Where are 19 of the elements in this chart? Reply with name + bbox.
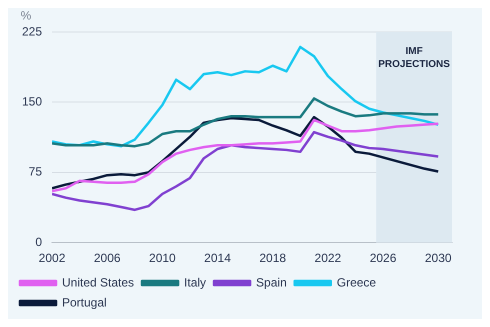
y-tick-label: 0 [35, 234, 42, 249]
x-tick-label: 2022 [314, 251, 342, 266]
x-tick-label: 2010 [149, 251, 176, 266]
x-tick-label: 2002 [38, 251, 66, 266]
y-tick-label: 225 [22, 24, 42, 38]
legend-label: Italy [184, 275, 206, 290]
x-tick-label: 2026 [370, 251, 397, 266]
x-tick-label: 2018 [259, 251, 286, 266]
legend-label: Spain [256, 275, 287, 290]
y-tick-label: 150 [22, 94, 42, 109]
band-label: IMF PROJECTIONS [378, 46, 450, 70]
legend-label: United States [62, 275, 134, 290]
y-axis-title: % [20, 8, 32, 22]
x-tick-label: 2030 [424, 251, 452, 266]
legend-label: Portugal [62, 295, 107, 310]
legend-label: Greece [336, 275, 376, 290]
x-tick-label: 2014 [204, 251, 232, 266]
y-tick-label: 75 [28, 164, 42, 179]
x-tick-label: 2006 [94, 251, 121, 266]
